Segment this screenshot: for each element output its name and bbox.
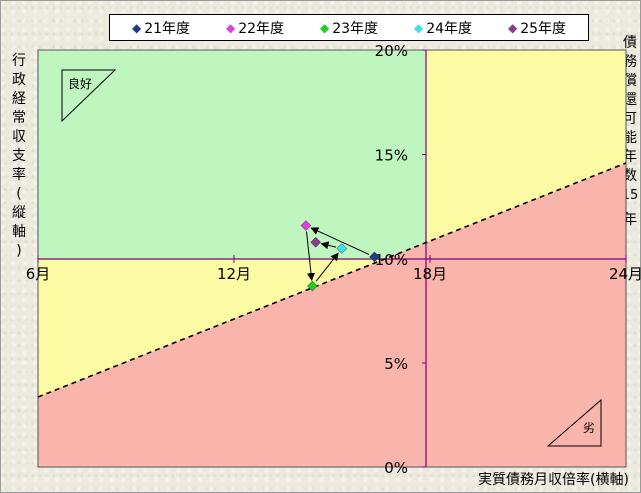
legend-diamond-icon: ◆ <box>319 20 330 35</box>
y-axis-label-char: 率 <box>12 167 26 183</box>
trend-arrow <box>315 252 339 282</box>
x-tick-label: 18月 <box>413 265 447 283</box>
y-tick-label: 5% <box>384 355 408 373</box>
legend-item: ◆ 24年度 <box>414 18 472 38</box>
legend-label: 21年度 <box>144 20 191 37</box>
data-point-21年度 <box>369 251 380 263</box>
x-tick-label: 24月 <box>609 265 641 283</box>
legend-diamond-icon: ◆ <box>225 20 236 35</box>
legend-diamond-icon: ◆ <box>131 20 142 35</box>
x-axis-label: 実質債務月収倍率(横軸) <box>478 472 629 488</box>
y-axis-label-char: 収 <box>12 129 26 145</box>
good-triangle-icon <box>61 69 117 123</box>
y-axis-label-char: 政 <box>12 72 26 88</box>
legend-item: ◆ 25年度 <box>508 18 566 38</box>
y-axis-label-char: 常 <box>12 110 26 126</box>
trend-arrow <box>306 231 315 282</box>
quadrant-good-label: 良好 <box>68 76 92 91</box>
legend-label: 24年度 <box>426 20 473 37</box>
region-bad <box>38 163 626 467</box>
right-label-char: 債 <box>623 35 637 51</box>
legend-diamond-icon: ◆ <box>413 20 424 35</box>
data-point-24年度 <box>336 243 348 254</box>
y-tick-label: 0% <box>384 459 408 477</box>
legend-item: ◆ 23年度 <box>320 18 378 38</box>
legend-diamond-icon: ◆ <box>507 20 518 35</box>
threshold-line <box>37 162 627 398</box>
legend-item: ◆ 21年度 <box>132 18 190 38</box>
trend-arrow <box>310 227 370 255</box>
legend-label: 22年度 <box>238 20 285 37</box>
data-point-25年度 <box>310 236 322 248</box>
y-axis-label-char: 縦 <box>12 205 26 221</box>
x-tick-label: 6月 <box>26 265 51 283</box>
y-axis-label-char: 軸 <box>12 224 26 240</box>
legend-item: ◆ 22年度 <box>226 18 284 38</box>
y-axis-label-char: 経 <box>12 91 26 107</box>
y-axis-label-char: 行 <box>12 53 26 69</box>
y-tick-label: 15% <box>375 147 408 165</box>
legend: ◆ 21年度 ◆ 22年度 ◆ 23年度 ◆ 24年度 ◆ 25年度 <box>109 14 589 41</box>
legend-label: 25年度 <box>520 20 567 37</box>
x-tick-label: 12月 <box>217 265 251 283</box>
y-tick-label: 20% <box>375 42 408 60</box>
region-neutral-top-right-upper <box>426 50 626 243</box>
legend-label: 23年度 <box>332 20 379 37</box>
data-point-23年度 <box>307 280 318 292</box>
bad-triangle-icon <box>546 398 602 447</box>
data-point-22年度 <box>300 220 312 231</box>
quadrant-bad-label: 劣 <box>583 421 595 435</box>
region-good <box>38 50 426 259</box>
y-tick-label: 10% <box>375 251 408 269</box>
y-axis-label-char: ( <box>16 186 22 202</box>
trend-arrow <box>320 241 337 250</box>
y-axis-label-char: 支 <box>12 148 26 164</box>
y-axis-label-char: ) <box>16 243 22 259</box>
y-axis-label: 行政経常収支率 ( 縦軸) <box>10 52 28 261</box>
